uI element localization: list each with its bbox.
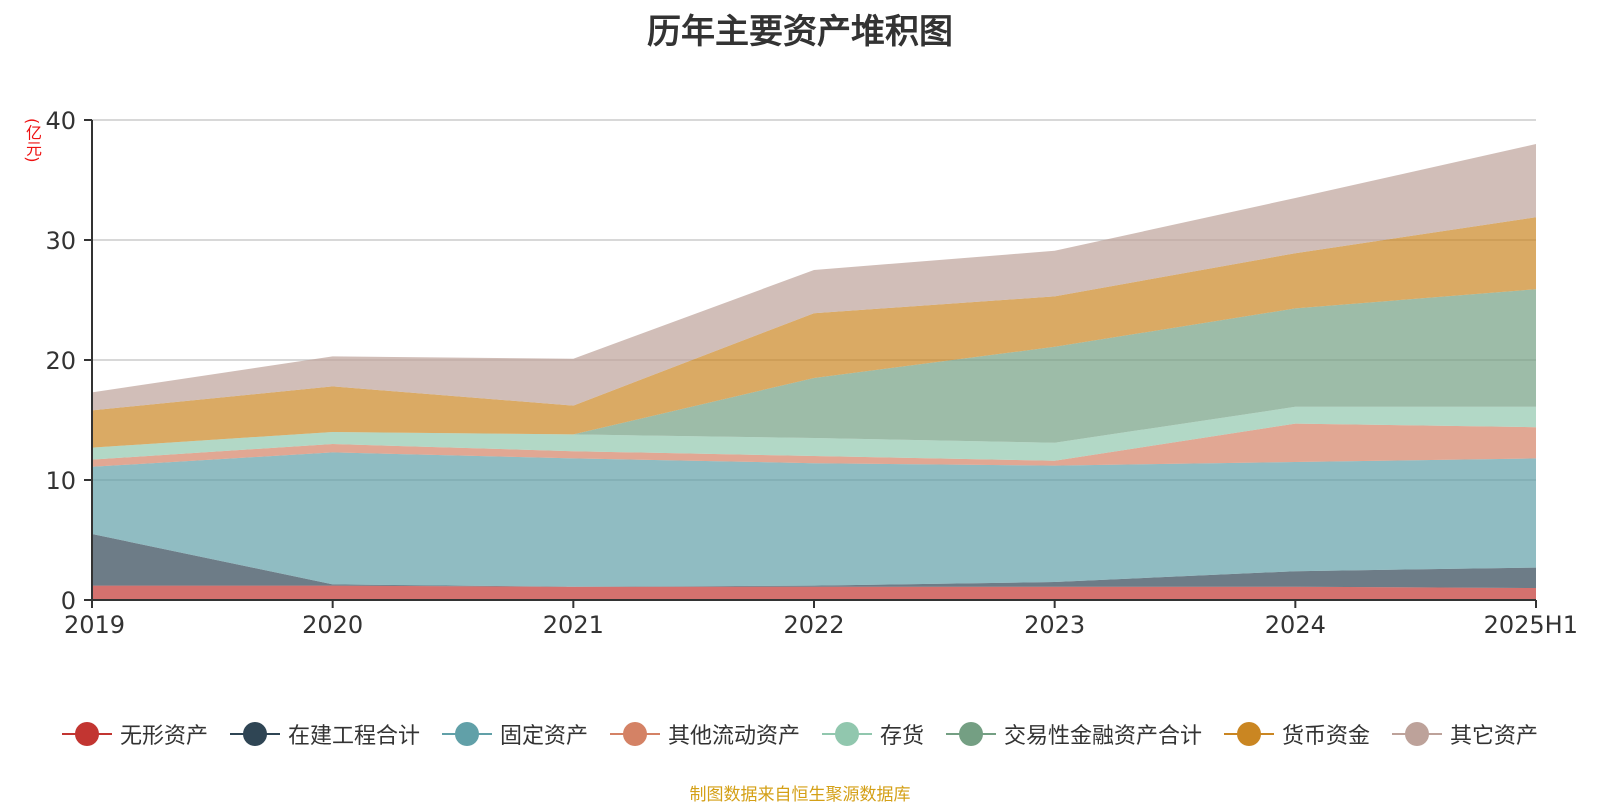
legend-label: 其他流动资产 [667,724,800,749]
area-series-5[interactable] [92,289,1536,448]
x-tick-label: 2022 [783,611,844,639]
legend-marker-icon [609,722,660,746]
x-tick-label: 2025H1 [1484,611,1578,639]
y-tick-label: 30 [45,227,76,255]
legend-label: 在建工程合计 [287,724,420,749]
legend-item-7[interactable]: 其它资产 [1392,718,1538,750]
y-tick-labels: 0 10 20 30 40 [45,107,76,615]
legend-label: 固定资产 [499,724,588,749]
axes [84,119,1537,608]
legend-item-5[interactable]: 交易性金融资产合计 [946,718,1202,750]
chart-title: 历年主要资产堆积图 [647,12,953,52]
legend-label: 无形资产 [119,724,208,749]
legend-label: 交易性金融资产合计 [1004,724,1203,749]
y-tick-label: 20 [45,347,76,375]
area-series-7[interactable] [92,144,1536,411]
y-axis-unit-label: (亿元) [23,118,42,163]
area-series-2[interactable] [92,452,1536,587]
x-tick-label: 2020 [302,611,363,639]
area-series-6[interactable] [92,217,1536,448]
legend-item-6[interactable]: 货币资金 [1224,718,1370,750]
legend-marker-icon [441,722,492,746]
x-tick-labels: 2019 2020 2021 2022 2023 2024 2025H1 [64,611,1578,639]
legend-label: 货币资金 [1282,724,1371,749]
legend-item-1[interactable]: 在建工程合计 [229,718,420,750]
x-tick-label: 2021 [543,611,604,639]
area-series-3[interactable] [92,423,1536,467]
legend-label: 存货 [880,724,925,749]
y-tick-label: 40 [45,107,76,135]
stacked-areas [92,144,1536,600]
legend-item-2[interactable]: 固定资产 [441,718,588,750]
legend-marker-icon [61,722,112,746]
x-tick-label: 2023 [1024,611,1085,639]
legend-item-3[interactable]: 其他流动资产 [609,718,800,750]
x-tick-label: 2024 [1265,611,1326,639]
source-note: 制图数据来自恒生聚源数据库 [689,785,911,805]
legend-marker-icon [1392,722,1443,746]
legend-label: 其它资产 [1450,724,1539,749]
legend-marker-icon [946,722,997,746]
legend-marker-icon [1224,722,1275,746]
area-series-0[interactable] [92,585,1536,600]
legend-marker-icon [229,722,280,746]
legend-marker-icon [822,722,872,746]
y-tick-label: 10 [45,467,76,495]
area-series-1[interactable] [92,534,1536,588]
area-series-4[interactable] [92,406,1536,461]
legend-item-0[interactable]: 无形资产 [61,718,208,750]
x-tick-label: 2019 [64,611,125,639]
y-tick-label: 0 [61,587,76,615]
legend-item-4[interactable]: 存货 [822,718,924,750]
legend: 无形资产 在建工程合计 固定资产 其他流动资产 存货 交易性金融资产合计 货币资金 其它资产 [0,718,1600,750]
